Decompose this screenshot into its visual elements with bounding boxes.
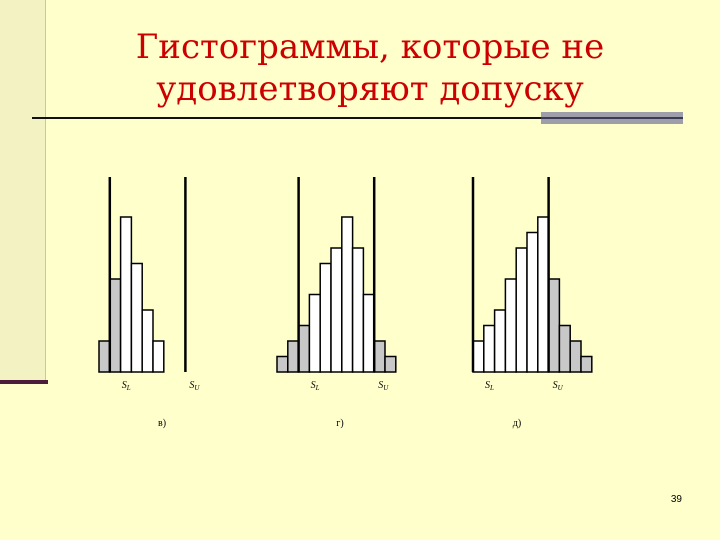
histogram-bar — [515, 247, 528, 373]
side-band — [0, 0, 46, 383]
histogram-bar — [362, 293, 375, 373]
upper-limit-label: SU — [553, 380, 564, 392]
upper-limit-label: SU — [378, 380, 389, 392]
histogram-caption: д) — [513, 418, 521, 429]
histogram-bar — [526, 231, 539, 373]
histogram-bar — [119, 216, 133, 373]
histogram-bar — [569, 340, 582, 373]
histogram-bar — [152, 340, 165, 373]
histogram-bar — [130, 262, 143, 373]
histogram-bar — [558, 324, 571, 373]
histogram-bar — [504, 278, 517, 373]
histogram-bar — [384, 355, 397, 373]
title-line-2: удовлетворяют допуску — [156, 69, 584, 109]
side-rule — [0, 380, 48, 384]
histogram-bar — [308, 293, 321, 373]
histogram-bar — [483, 324, 496, 373]
histogram-bar — [472, 340, 485, 373]
lower-limit-label: SL — [485, 380, 494, 392]
upper-limit-label: SU — [189, 380, 200, 392]
histogram-bar — [319, 262, 332, 373]
histogram-bar — [373, 340, 386, 373]
histogram-bar — [341, 216, 354, 373]
title-accent-line — [541, 117, 683, 119]
histogram-bar — [141, 309, 154, 373]
lower-limit-label: SL — [311, 380, 320, 392]
page-number: 39 — [670, 494, 682, 505]
title-line-1: Гистограммы, которые не — [135, 27, 605, 67]
title-underline — [32, 117, 542, 119]
histogram-bar — [537, 216, 550, 373]
histogram-bar — [547, 278, 561, 373]
histogram-bar — [276, 355, 289, 373]
lower-limit-label: SL — [122, 380, 131, 392]
histogram-bar — [109, 278, 122, 373]
histogram-bar — [493, 309, 507, 373]
slide-title: Гистограммы, которые не удовлетворяют до… — [60, 26, 680, 110]
histogram-bar — [351, 247, 365, 373]
histogram-bar — [330, 247, 343, 373]
histogram-bar — [297, 324, 311, 373]
histogram-bar — [580, 355, 593, 373]
histogram-bar — [98, 340, 111, 373]
histogram-caption: в) — [158, 418, 166, 429]
histogram-caption: г) — [336, 418, 343, 429]
histogram-bar — [287, 340, 300, 373]
